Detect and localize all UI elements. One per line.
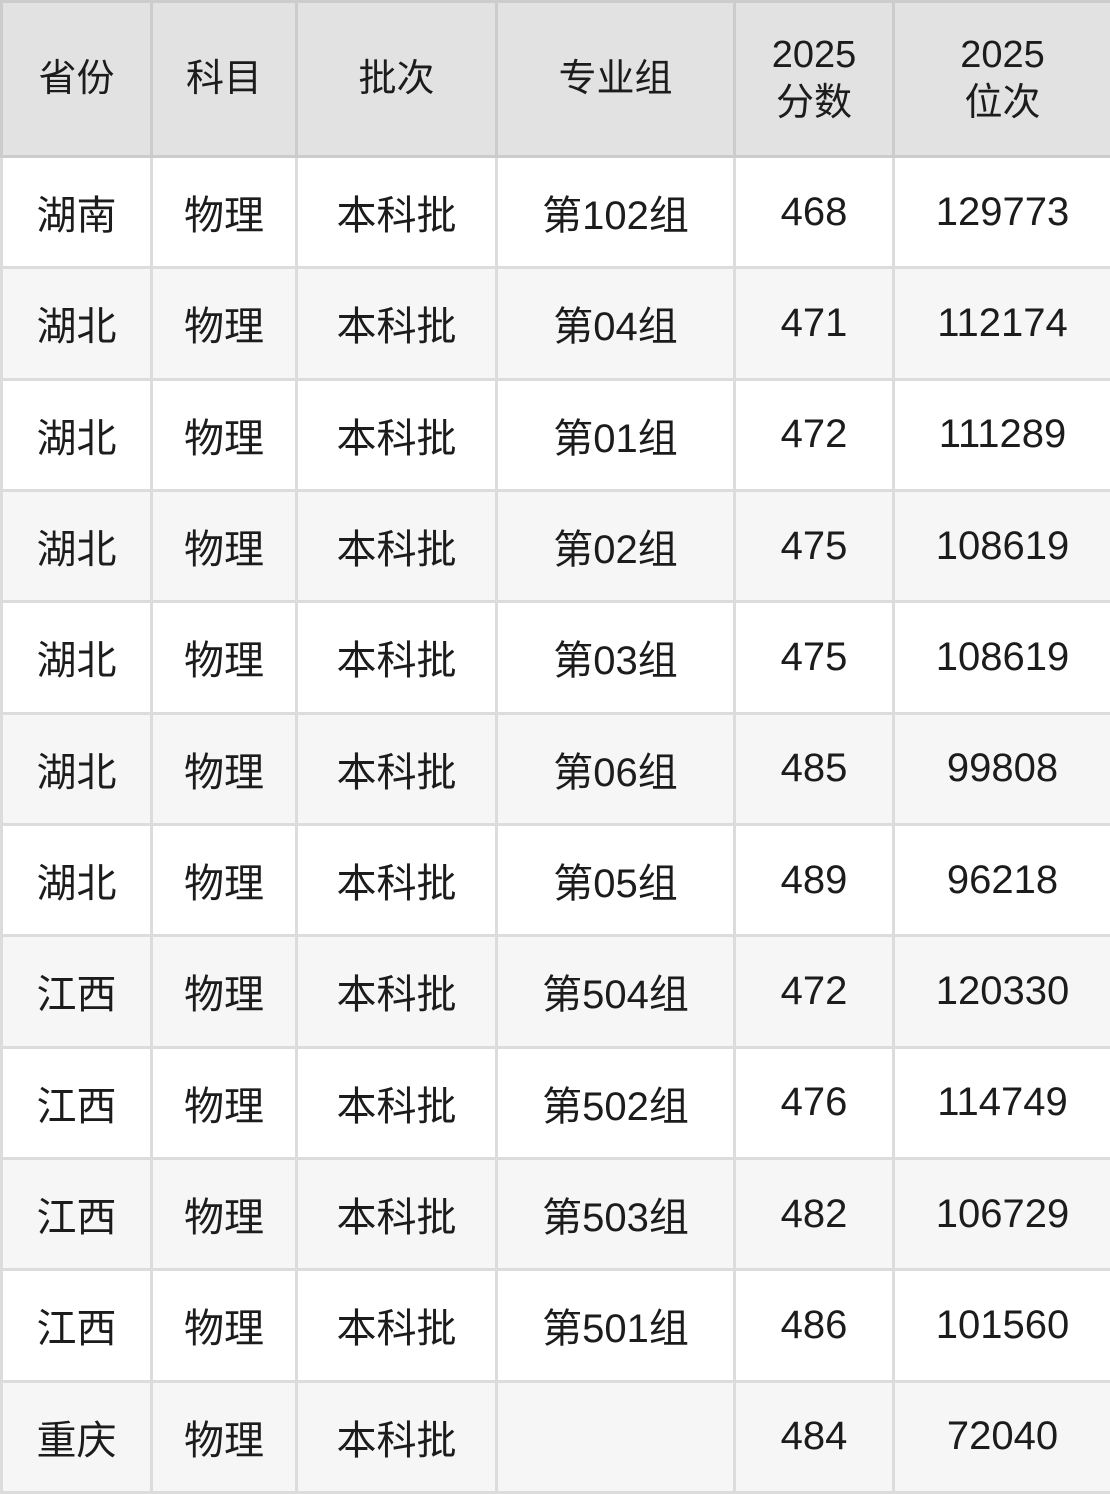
table-row: 湖北 物理 本科批 第05组 489 96218 (0, 822, 1110, 938)
cell-score: 486 (733, 1268, 895, 1383)
table-row: 湖南 物理 本科批 第102组 468 129773 (0, 154, 1110, 270)
cell-rank: 120330 (892, 934, 1110, 1049)
cell-group: 第503组 (495, 1156, 736, 1272)
col-header-province: 省份 (0, 0, 153, 158)
table-row: 江西 物理 本科批 第502组 476 114749 (0, 1045, 1110, 1160)
cell-group: 第102组 (495, 154, 736, 270)
cell-subject: 物理 (150, 1268, 298, 1383)
table-row: 湖北 物理 本科批 第01组 472 111289 (0, 377, 1110, 492)
cell-group: 第504组 (495, 934, 736, 1049)
cell-group: 第05组 (495, 822, 736, 938)
table-row: 湖北 物理 本科批 第06组 485 99808 (0, 711, 1110, 826)
cell-batch: 本科批 (295, 377, 498, 492)
col-header-score-year: 2025 (771, 34, 857, 76)
cell-rank: 106729 (892, 1156, 1110, 1272)
cell-rank: 129773 (892, 154, 1110, 270)
cell-subject: 物理 (150, 154, 298, 270)
cell-province: 湖北 (0, 711, 153, 826)
cell-subject: 物理 (150, 600, 298, 715)
cell-score: 489 (733, 822, 895, 938)
cell-subject: 物理 (150, 711, 298, 826)
table-header: 省份 科目 批次 专业组 2025 分数 2025 位次 (0, 0, 1110, 158)
cell-batch: 本科批 (295, 711, 498, 826)
cell-batch: 本科批 (295, 488, 498, 604)
col-header-group: 专业组 (495, 0, 736, 158)
col-header-rank-2025: 2025 位次 (892, 0, 1110, 158)
col-header-rank-label: 位次 (964, 82, 1041, 124)
cell-province: 湖南 (0, 154, 153, 270)
cell-rank: 96218 (892, 822, 1110, 938)
cell-subject: 物理 (150, 1156, 298, 1272)
cell-province: 江西 (0, 1156, 153, 1272)
cell-rank: 72040 (892, 1379, 1110, 1494)
cell-score: 472 (733, 934, 895, 1049)
cell-score: 475 (733, 488, 895, 604)
cell-subject: 物理 (150, 822, 298, 938)
cell-rank: 112174 (892, 266, 1110, 381)
cell-rank: 111289 (892, 377, 1110, 492)
table-row: 江西 物理 本科批 第504组 472 120330 (0, 934, 1110, 1049)
cell-batch: 本科批 (295, 1379, 498, 1494)
cell-group: 第03组 (495, 600, 736, 715)
cell-group: 第02组 (495, 488, 736, 604)
cell-score: 482 (733, 1156, 895, 1272)
cell-batch: 本科批 (295, 934, 498, 1049)
cell-group: 第501组 (495, 1268, 736, 1383)
col-header-score-2025: 2025 分数 (733, 0, 895, 158)
cell-score: 468 (733, 154, 895, 270)
cell-score: 485 (733, 711, 895, 826)
col-header-batch: 批次 (295, 0, 498, 158)
cell-rank: 99808 (892, 711, 1110, 826)
cell-province: 湖北 (0, 488, 153, 604)
cell-group: 第04组 (495, 266, 736, 381)
cell-batch: 本科批 (295, 1045, 498, 1160)
cell-province: 湖北 (0, 600, 153, 715)
cell-score: 471 (733, 266, 895, 381)
cell-rank: 108619 (892, 488, 1110, 604)
cell-batch: 本科批 (295, 600, 498, 715)
cell-batch: 本科批 (295, 1268, 498, 1383)
cell-group (495, 1379, 736, 1494)
cell-group: 第01组 (495, 377, 736, 492)
cell-province: 重庆 (0, 1379, 153, 1494)
cell-subject: 物理 (150, 377, 298, 492)
table-row: 湖北 物理 本科批 第03组 475 108619 (0, 600, 1110, 715)
cell-score: 475 (733, 600, 895, 715)
table-row: 湖北 物理 本科批 第02组 475 108619 (0, 488, 1110, 604)
table-body: 湖南 物理 本科批 第102组 468 129773 湖北 物理 本科批 第04… (0, 154, 1110, 1494)
cell-province: 湖北 (0, 377, 153, 492)
cell-subject: 物理 (150, 1045, 298, 1160)
cell-province: 湖北 (0, 266, 153, 381)
col-header-rank-year: 2025 (960, 34, 1045, 76)
cell-province: 江西 (0, 934, 153, 1049)
col-header-score-label: 分数 (775, 82, 852, 124)
cell-score: 472 (733, 377, 895, 492)
cell-batch: 本科批 (295, 1156, 498, 1272)
cell-province: 江西 (0, 1045, 153, 1160)
table-row: 湖北 物理 本科批 第04组 471 112174 (0, 266, 1110, 381)
cell-rank: 101560 (892, 1268, 1110, 1383)
table-row: 重庆 物理 本科批 484 72040 (0, 1379, 1110, 1494)
cell-batch: 本科批 (295, 154, 498, 270)
cell-group: 第502组 (495, 1045, 736, 1160)
cell-rank: 108619 (892, 600, 1110, 715)
cell-batch: 本科批 (295, 822, 498, 938)
cell-province: 江西 (0, 1268, 153, 1383)
cell-batch: 本科批 (295, 266, 498, 381)
cell-subject: 物理 (150, 934, 298, 1049)
col-header-subject: 科目 (150, 0, 298, 158)
cell-subject: 物理 (150, 266, 298, 381)
cell-rank: 114749 (892, 1045, 1110, 1160)
table-row: 江西 物理 本科批 第501组 486 101560 (0, 1268, 1110, 1383)
cell-subject: 物理 (150, 1379, 298, 1494)
cell-province: 湖北 (0, 822, 153, 938)
cell-subject: 物理 (150, 488, 298, 604)
cell-score: 476 (733, 1045, 895, 1160)
table-row: 江西 物理 本科批 第503组 482 106729 (0, 1156, 1110, 1272)
cell-group: 第06组 (495, 711, 736, 826)
header-row: 省份 科目 批次 专业组 2025 分数 2025 位次 (0, 0, 1110, 158)
cell-score: 484 (733, 1379, 895, 1494)
